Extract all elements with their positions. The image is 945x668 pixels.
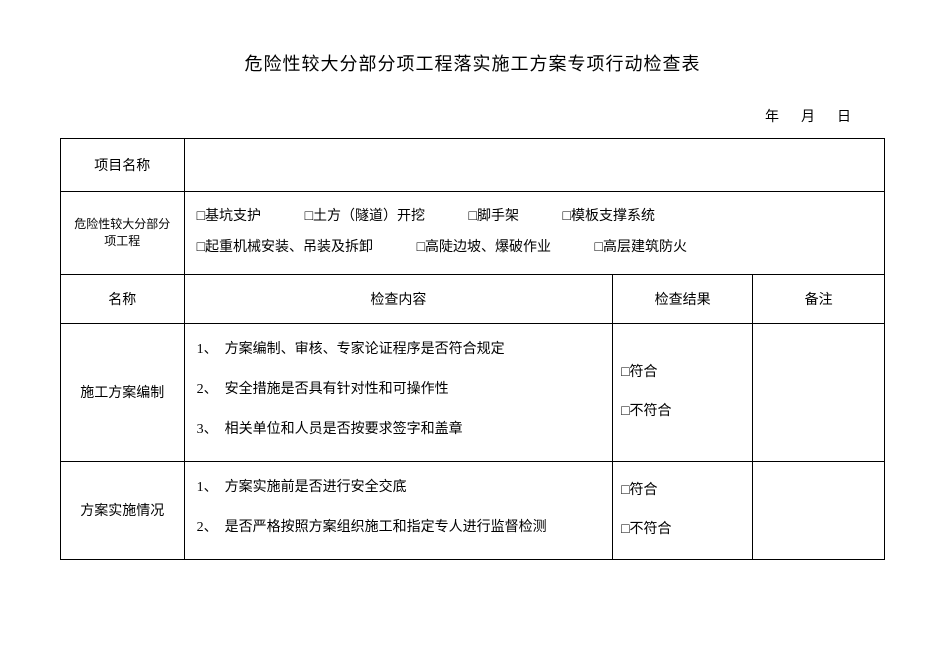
section1-item-3: 3、 相关单位和人员是否按要求签字和盖章	[197, 412, 600, 448]
header-name: 名称	[61, 274, 185, 323]
section2-name: 方案实施情况	[61, 461, 185, 559]
danger-category-checkboxes: □基坑支护 □土方（隧道）开挖 □脚手架 □模板支撑系统 □起重机械安装、吊装及…	[184, 192, 884, 275]
danger-category-row: 危险性较大分部分项工程 □基坑支护 □土方（隧道）开挖 □脚手架 □模板支撑系统…	[61, 192, 885, 275]
section1-item-1: 1、 方案编制、审核、专家论证程序是否符合规定	[197, 332, 600, 368]
checkbox-slope-blasting[interactable]: □高陡边坡、爆破作业	[417, 233, 551, 264]
section1-name: 施工方案编制	[61, 323, 185, 461]
section2-result-conform[interactable]: □符合	[621, 471, 744, 510]
section1-item-2: 2、 安全措施是否具有针对性和可操作性	[197, 372, 600, 408]
checkbox-scaffold[interactable]: □脚手架	[469, 202, 519, 233]
section1-result: □符合 □不符合	[613, 323, 753, 461]
form-title: 危险性较大分部分项工程落实施工方案专项行动检查表	[60, 50, 885, 76]
checkbox-formwork-support[interactable]: □模板支撑系统	[563, 202, 655, 233]
section1-result-nonconform[interactable]: □不符合	[621, 392, 744, 431]
section1-note[interactable]	[753, 323, 885, 461]
checkbox-crane-install[interactable]: □起重机械安装、吊装及拆卸	[197, 233, 373, 264]
section2-result-nonconform[interactable]: □不符合	[621, 510, 744, 549]
column-header-row: 名称 检查内容 检查结果 备注	[61, 274, 885, 323]
section-plan-implementation: 方案实施情况 1、 方案实施前是否进行安全交底 2、 是否严格按照方案组织施工和…	[61, 461, 885, 559]
checkbox-foundation-pit[interactable]: □基坑支护	[197, 202, 261, 233]
header-content: 检查内容	[184, 274, 612, 323]
section2-item-2: 2、 是否严格按照方案组织施工和指定专人进行监督检测	[197, 510, 600, 546]
danger-category-label: 危险性较大分部分项工程	[61, 192, 185, 275]
checkbox-highrise-fire[interactable]: □高层建筑防火	[595, 233, 687, 264]
section2-note[interactable]	[753, 461, 885, 559]
section2-content: 1、 方案实施前是否进行安全交底 2、 是否严格按照方案组织施工和指定专人进行监…	[184, 461, 612, 559]
project-name-label: 项目名称	[61, 139, 185, 192]
date-line: 年 月 日	[60, 106, 885, 126]
section2-result: □符合 □不符合	[613, 461, 753, 559]
section1-result-conform[interactable]: □符合	[621, 353, 744, 392]
section-plan-compilation: 施工方案编制 1、 方案编制、审核、专家论证程序是否符合规定 2、 安全措施是否…	[61, 323, 885, 461]
checkbox-earthwork-tunnel[interactable]: □土方（隧道）开挖	[305, 202, 425, 233]
section2-item-1: 1、 方案实施前是否进行安全交底	[197, 470, 600, 506]
inspection-table: 项目名称 危险性较大分部分项工程 □基坑支护 □土方（隧道）开挖 □脚手架 □模…	[60, 138, 885, 560]
header-note: 备注	[753, 274, 885, 323]
header-result: 检查结果	[613, 274, 753, 323]
project-name-value[interactable]	[184, 139, 884, 192]
section1-content: 1、 方案编制、审核、专家论证程序是否符合规定 2、 安全措施是否具有针对性和可…	[184, 323, 612, 461]
project-name-row: 项目名称	[61, 139, 885, 192]
